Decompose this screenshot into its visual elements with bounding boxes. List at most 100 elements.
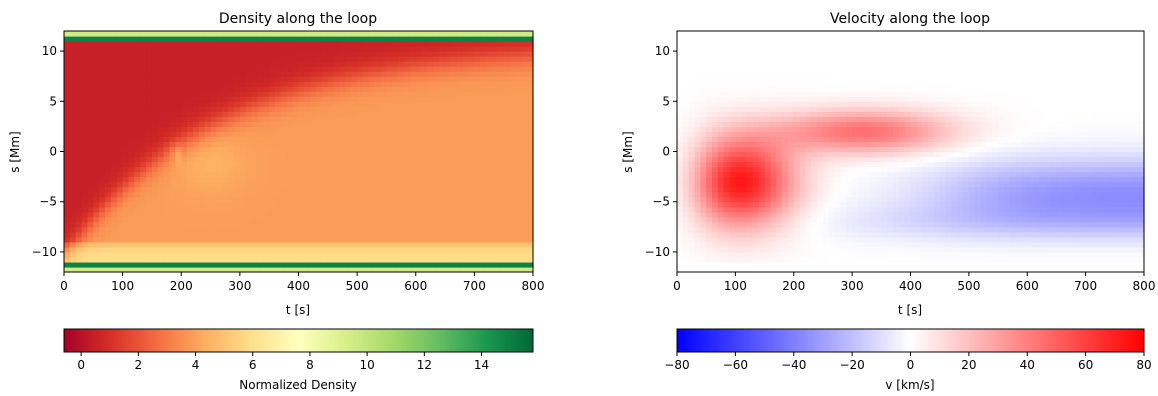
velocity-cell bbox=[793, 211, 801, 218]
density-cell bbox=[392, 46, 399, 52]
velocity-cell bbox=[782, 126, 789, 133]
velocity-cell bbox=[741, 31, 748, 37]
density-cell bbox=[404, 261, 411, 268]
density-cell bbox=[339, 146, 346, 153]
density-cell bbox=[374, 86, 382, 92]
density-cell bbox=[269, 161, 276, 168]
density-cell bbox=[75, 51, 83, 57]
density-cell bbox=[116, 56, 124, 62]
density-cell bbox=[491, 76, 499, 82]
density-cell bbox=[134, 131, 141, 138]
density-cell bbox=[105, 176, 112, 183]
density-cell bbox=[380, 96, 388, 102]
velocity-cell bbox=[706, 191, 713, 198]
density-cell bbox=[81, 136, 89, 143]
velocity-cell bbox=[752, 181, 760, 188]
density-cell bbox=[81, 71, 89, 77]
velocity-cell bbox=[793, 116, 801, 122]
density-cell bbox=[234, 256, 241, 263]
density-cell bbox=[409, 111, 417, 117]
density-cell bbox=[216, 161, 223, 168]
density-cell bbox=[509, 126, 517, 133]
density-cell bbox=[151, 201, 159, 208]
density-cell bbox=[427, 266, 434, 273]
density-colorbar-tick-label: 8 bbox=[306, 358, 314, 372]
density-cell bbox=[157, 151, 165, 158]
density-cell bbox=[110, 126, 118, 133]
density-cell bbox=[368, 131, 376, 138]
density-cell bbox=[64, 106, 71, 112]
velocity-cell bbox=[682, 236, 690, 243]
density-cell bbox=[75, 236, 83, 243]
velocity-cell bbox=[782, 81, 789, 87]
density-cell bbox=[333, 86, 341, 92]
velocity-cell bbox=[677, 131, 684, 138]
density-cell bbox=[192, 126, 200, 133]
velocity-cell bbox=[694, 241, 701, 248]
density-cell bbox=[187, 126, 194, 133]
density-cell bbox=[491, 231, 499, 238]
density-cell bbox=[445, 131, 452, 138]
density-cell bbox=[163, 116, 171, 122]
density-cell bbox=[503, 61, 511, 67]
density-cell bbox=[81, 46, 89, 52]
velocity-title: Velocity along the loop bbox=[830, 11, 990, 27]
velocity-cell bbox=[752, 216, 760, 223]
density-cell bbox=[99, 246, 106, 253]
density-cell bbox=[474, 251, 481, 258]
velocity-cell bbox=[677, 201, 684, 208]
density-cell bbox=[93, 236, 100, 243]
density-cell bbox=[515, 151, 522, 158]
density-cell bbox=[146, 91, 153, 97]
velocity-cell bbox=[706, 166, 713, 173]
density-cell bbox=[527, 126, 534, 133]
density-cell bbox=[163, 96, 171, 102]
density-cell bbox=[69, 36, 77, 42]
density-cell bbox=[474, 141, 481, 148]
velocity-cell bbox=[682, 106, 690, 112]
velocity-cell bbox=[799, 111, 807, 117]
density-cell bbox=[380, 256, 388, 263]
density-cell bbox=[151, 46, 159, 52]
density-cell bbox=[99, 236, 106, 243]
density-cell bbox=[169, 81, 176, 87]
density-cell bbox=[456, 256, 464, 263]
density-cell bbox=[333, 201, 341, 208]
velocity-cell bbox=[735, 71, 742, 77]
velocity-cell bbox=[682, 241, 690, 248]
density-cell bbox=[292, 106, 300, 112]
density-cell bbox=[251, 191, 259, 198]
density-cell bbox=[509, 231, 517, 238]
density-cell bbox=[87, 176, 94, 183]
density-cell bbox=[210, 181, 218, 188]
density-cell bbox=[386, 41, 393, 47]
velocity-cell bbox=[700, 191, 707, 198]
velocity-cell bbox=[782, 191, 789, 198]
velocity-cell bbox=[694, 206, 701, 213]
density-cell bbox=[216, 186, 223, 193]
density-cell bbox=[228, 61, 235, 67]
density-cell bbox=[497, 186, 505, 193]
velocity-cell bbox=[782, 91, 789, 97]
density-cell bbox=[374, 131, 382, 138]
density-cell bbox=[298, 201, 305, 208]
density-cell bbox=[222, 101, 229, 107]
density-cell bbox=[110, 51, 118, 57]
density-cell bbox=[99, 46, 106, 52]
density-cell bbox=[234, 36, 241, 42]
density-cell bbox=[257, 111, 264, 117]
velocity-cell bbox=[747, 131, 754, 138]
velocity-cell bbox=[776, 241, 783, 248]
density-cell bbox=[427, 171, 434, 178]
density-cell bbox=[87, 61, 94, 67]
density-cell bbox=[345, 266, 352, 273]
density-cell bbox=[497, 221, 505, 228]
density-cell bbox=[368, 46, 376, 52]
density-cell bbox=[304, 91, 311, 97]
density-cell bbox=[527, 166, 534, 173]
density-cell bbox=[368, 241, 376, 248]
velocity-cell bbox=[770, 101, 777, 107]
density-cell bbox=[398, 116, 405, 122]
velocity-cell bbox=[723, 191, 731, 198]
velocity-cell bbox=[787, 116, 795, 122]
